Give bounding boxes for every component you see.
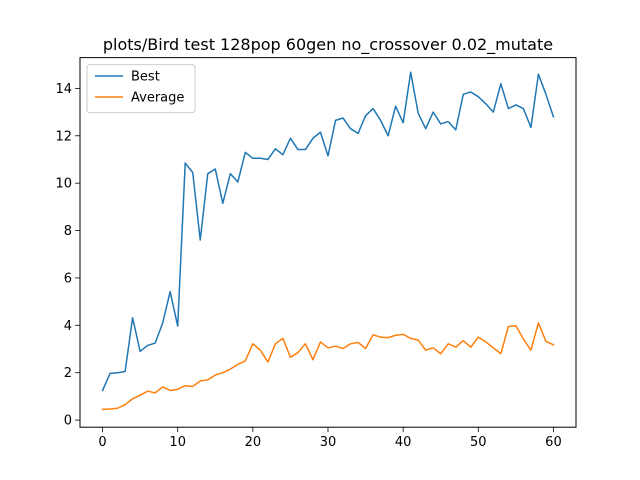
chart-title: plots/Bird test 128pop 60gen no_crossove… [103, 35, 553, 55]
y-tick-label: 4 [64, 319, 72, 334]
y-tick-label: 8 [64, 224, 72, 239]
x-tick-label: 20 [245, 435, 262, 450]
x-tick-label: 10 [169, 435, 186, 450]
x-tick-label: 0 [98, 435, 106, 450]
x-tick-label: 60 [545, 435, 562, 450]
legend-label-average: Average [131, 91, 184, 106]
x-tick-label: 50 [470, 435, 487, 450]
x-tick-label: 30 [320, 435, 337, 450]
plot-frame [79, 57, 577, 428]
x-tick-label: 40 [395, 435, 412, 450]
y-tick-label: 10 [55, 177, 72, 192]
series-line-best [101, 71, 555, 392]
legend: Best Average [86, 64, 196, 114]
series-layer [101, 71, 555, 411]
y-tick-label: 12 [55, 129, 72, 144]
y-tick-label: 6 [64, 271, 72, 286]
y-tick-label: 14 [55, 82, 72, 97]
ticks: 0 10 20 30 40 50 60 0 2 4 6 8 10 12 14 [55, 82, 561, 450]
legend-label-best: Best [131, 70, 160, 85]
y-tick-label: 2 [64, 366, 72, 381]
series-line-average [101, 322, 555, 411]
y-tick-label: 0 [64, 414, 72, 429]
